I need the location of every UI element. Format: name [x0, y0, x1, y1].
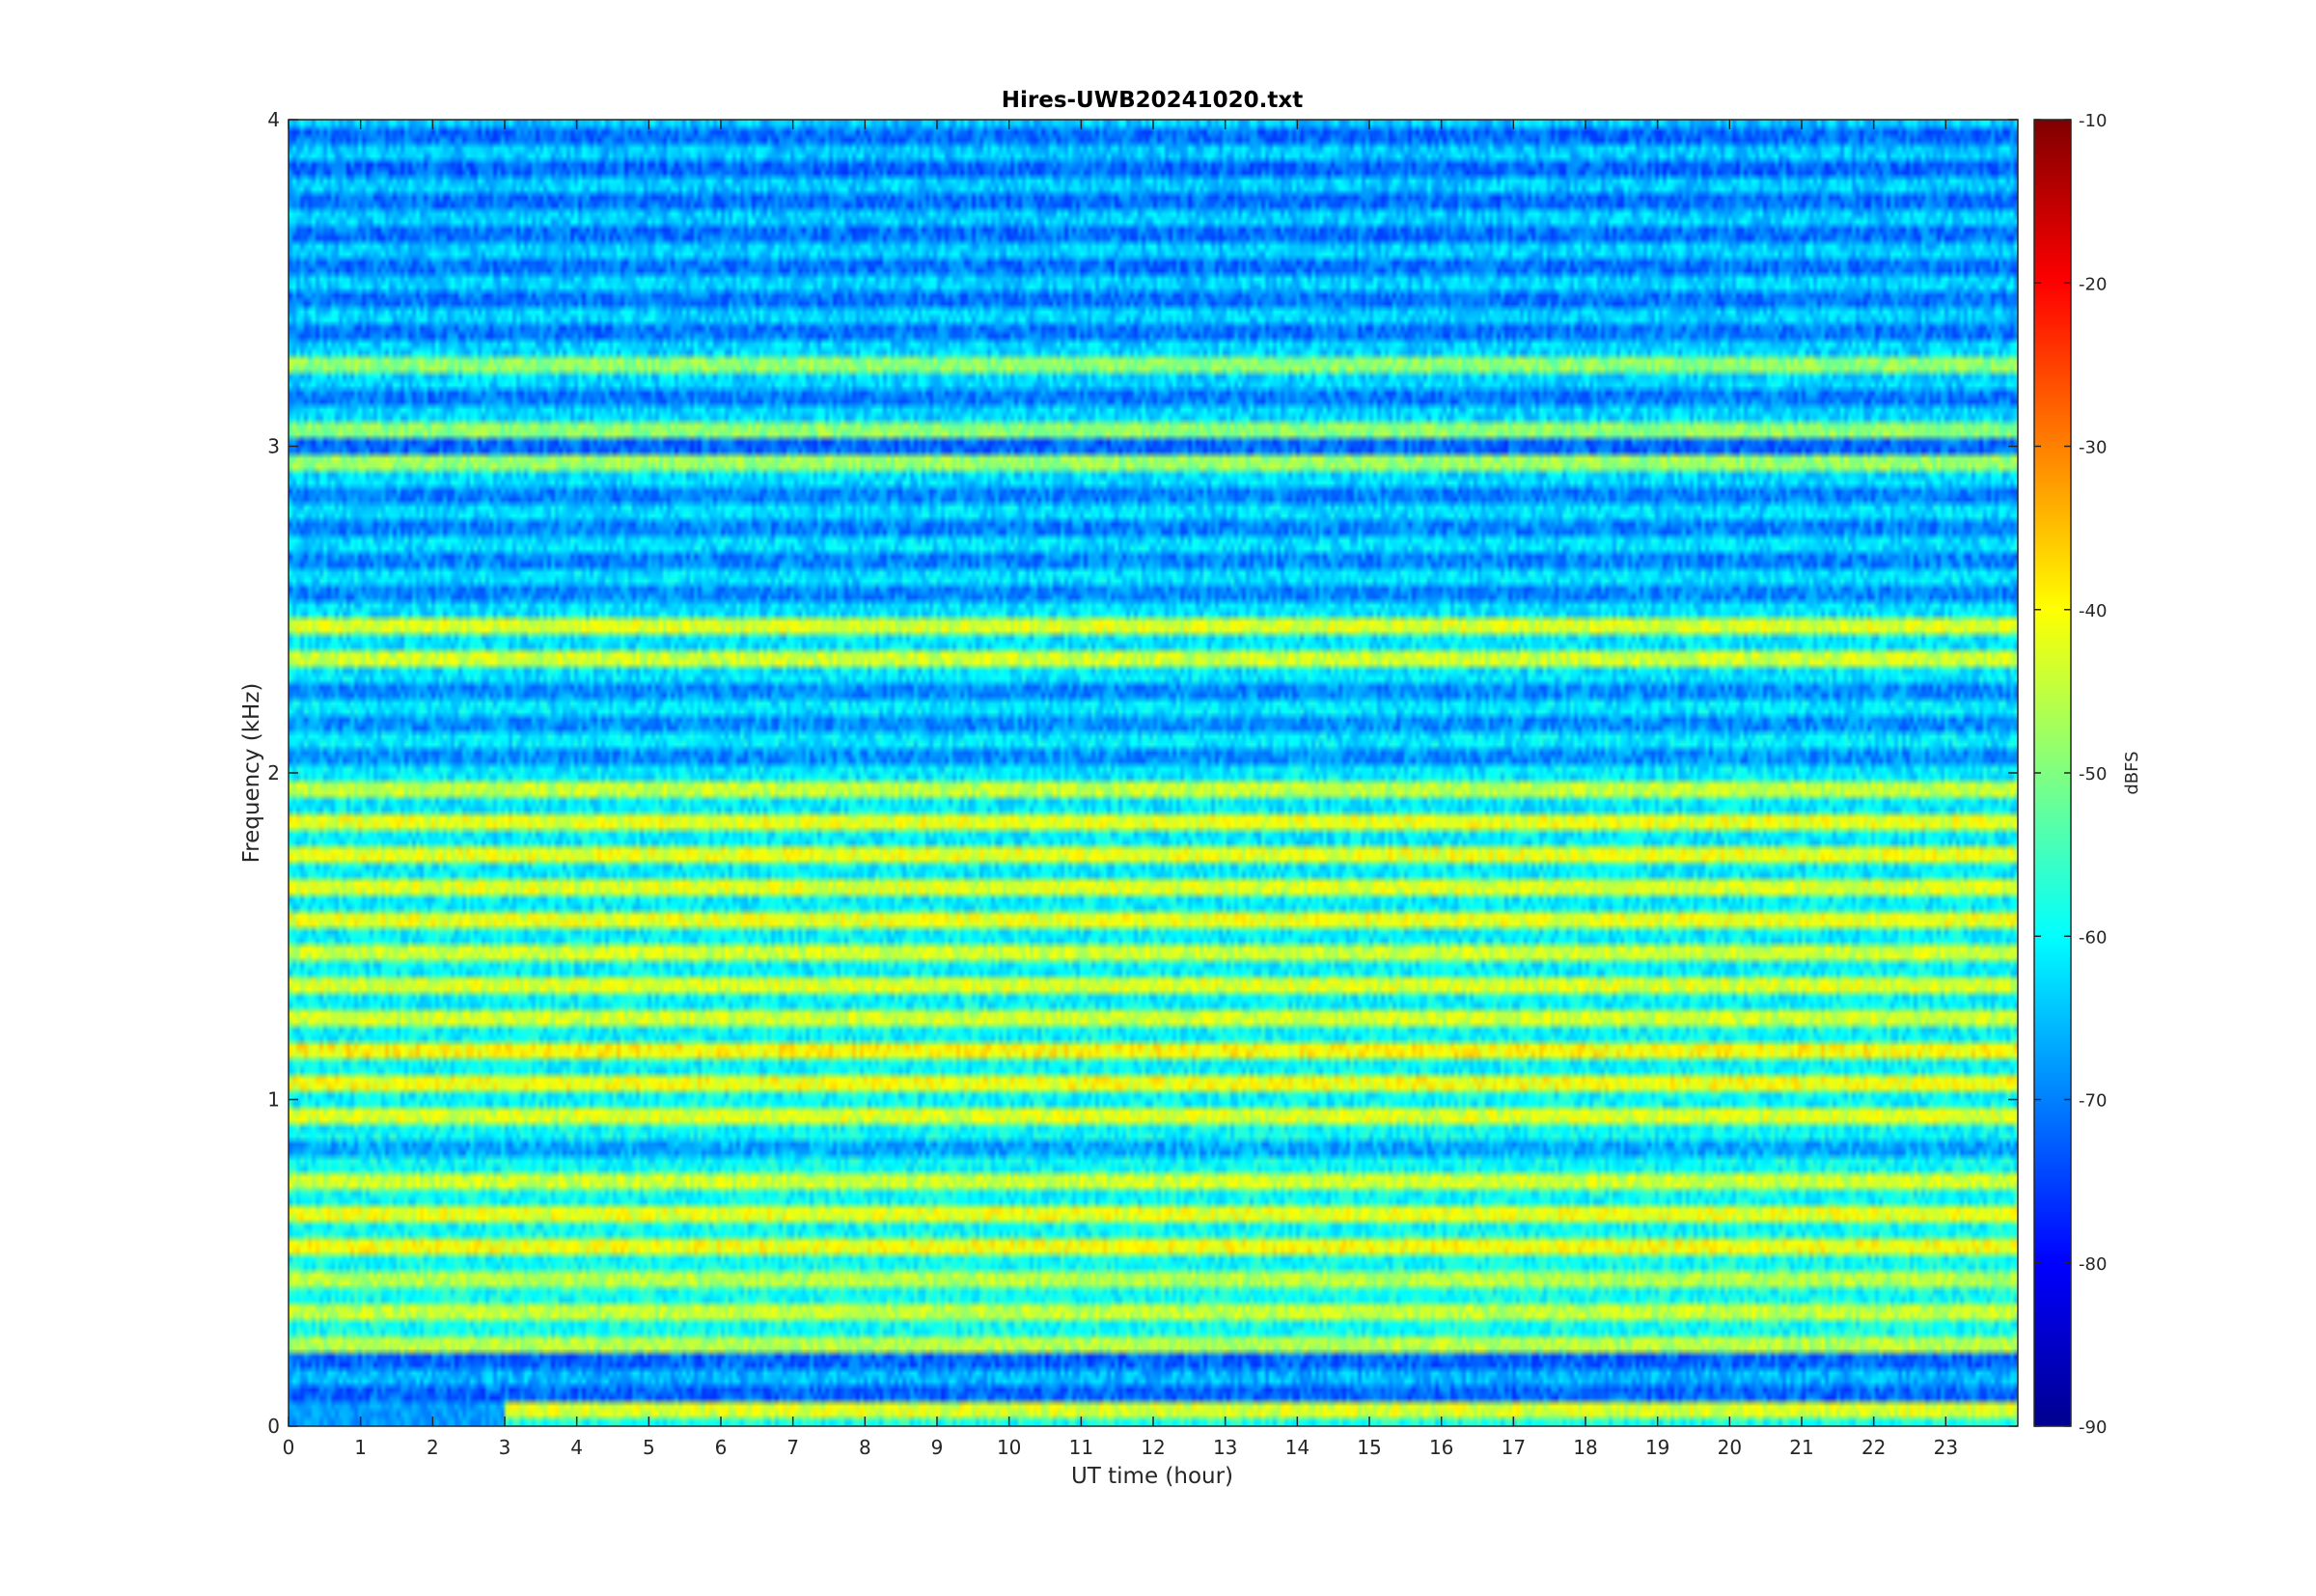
x-tick-label: 22 — [1861, 1436, 1886, 1459]
colorbar-tick-label: -60 — [2079, 927, 2107, 948]
x-tick-label: 2 — [427, 1436, 439, 1459]
colorbar-tick-label: -90 — [2079, 1417, 2107, 1438]
x-tick-label: 14 — [1285, 1436, 1310, 1459]
x-tick-label: 10 — [997, 1436, 1021, 1459]
y-axis-title: Frequency (kHz) — [239, 683, 264, 864]
colorbar-tick-label: -50 — [2079, 764, 2107, 784]
colorbar-tick-label: -30 — [2079, 438, 2107, 458]
x-tick-label: 6 — [715, 1436, 728, 1459]
x-tick-label: 21 — [1789, 1436, 1813, 1459]
colorbar-ticks: -90 -80 -70 -60 -50 -40 -30 -20 -10 — [2034, 111, 2107, 1438]
y-tick-label: 3 — [267, 435, 280, 458]
x-tick-label: 3 — [499, 1436, 511, 1459]
x-tick-label: 15 — [1357, 1436, 1381, 1459]
x-tick-label: 16 — [1429, 1436, 1453, 1459]
x-tick-label: 19 — [1645, 1436, 1669, 1459]
x-tick-label: 7 — [786, 1436, 799, 1459]
colorbar-title: dBFS — [2122, 751, 2142, 794]
x-tick-label: 5 — [643, 1436, 655, 1459]
x-axis-ticks: 0 1 2 3 4 5 6 7 8 9 10 11 12 13 14 15 16 17 18 19 20 21 22 23 — [283, 120, 1958, 1459]
x-tick-label: 12 — [1141, 1436, 1165, 1459]
y-tick-label: 0 — [267, 1415, 280, 1438]
x-tick-label: 8 — [859, 1436, 871, 1459]
colorbar-tick-label: -40 — [2079, 601, 2107, 621]
x-tick-label: 17 — [1502, 1436, 1526, 1459]
x-tick-label: 13 — [1213, 1436, 1237, 1459]
y-tick-label: 1 — [267, 1088, 280, 1112]
x-tick-label: 9 — [931, 1436, 944, 1459]
y-tick-label: 4 — [267, 108, 280, 131]
colorbar-tick-label: -80 — [2079, 1254, 2107, 1275]
y-axis-ticks: 0 1 2 3 4 — [267, 108, 2018, 1438]
x-tick-label: 18 — [1573, 1436, 1597, 1459]
chart-title: Hires-UWB20241020.txt — [1002, 88, 1303, 113]
colorbar-tick-label: -70 — [2079, 1091, 2107, 1112]
x-tick-label: 1 — [354, 1436, 367, 1459]
colorbar-tick-label: -10 — [2079, 111, 2107, 131]
colorbar-tick-label: -20 — [2079, 274, 2107, 294]
y-tick-label: 2 — [267, 761, 280, 784]
x-tick-label: 23 — [1934, 1436, 1958, 1459]
x-tick-label: 11 — [1069, 1436, 1093, 1459]
heatmap-image — [289, 120, 2018, 1426]
x-tick-label: 20 — [1718, 1436, 1742, 1459]
x-axis-title: UT time (hour) — [1071, 1464, 1233, 1489]
x-tick-label: 4 — [570, 1436, 583, 1459]
x-tick-label: 0 — [283, 1436, 295, 1459]
spectrogram-heatmap — [289, 120, 2018, 1426]
